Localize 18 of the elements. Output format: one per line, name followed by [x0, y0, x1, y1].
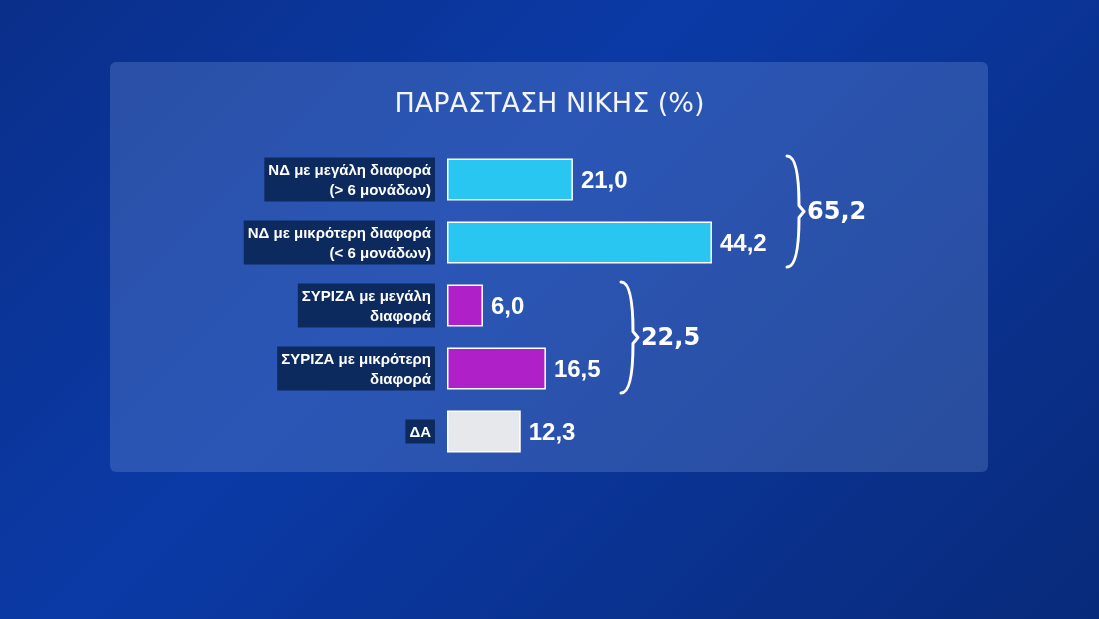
y-tick-label: ΣΥΡΙΖΑ με μεγάλη διαφορά: [301, 287, 432, 324]
data-label: 44,2: [720, 229, 767, 256]
annotation: 22,5: [640, 323, 701, 351]
bar: [447, 410, 521, 453]
y-tick-label: ΣΥΡΙΖΑ με μικρότερη διαφορά: [281, 350, 432, 387]
y-tick-label: ΔΑ: [409, 423, 432, 440]
data-label: 21,0: [580, 166, 628, 193]
bar: [447, 221, 712, 264]
y-tick-label: ΝΔ με μεγάλη διαφορά (> 6 μονάδων): [268, 161, 432, 198]
data-label: 6,0: [490, 292, 525, 319]
data-label: 16,5: [553, 355, 601, 382]
y-tick-label: ΝΔ με μικρότερη διαφορά (< 6 μονάδων): [247, 224, 432, 261]
chart-title: ΠΑΡΑΣΤΑΣΗ ΝΙΚΗΣ (%): [394, 87, 705, 118]
bar: [447, 347, 546, 390]
text: 65,2: [807, 197, 867, 225]
bar: [447, 284, 483, 327]
bar: [447, 158, 573, 201]
data-label: 12,3: [528, 418, 576, 445]
